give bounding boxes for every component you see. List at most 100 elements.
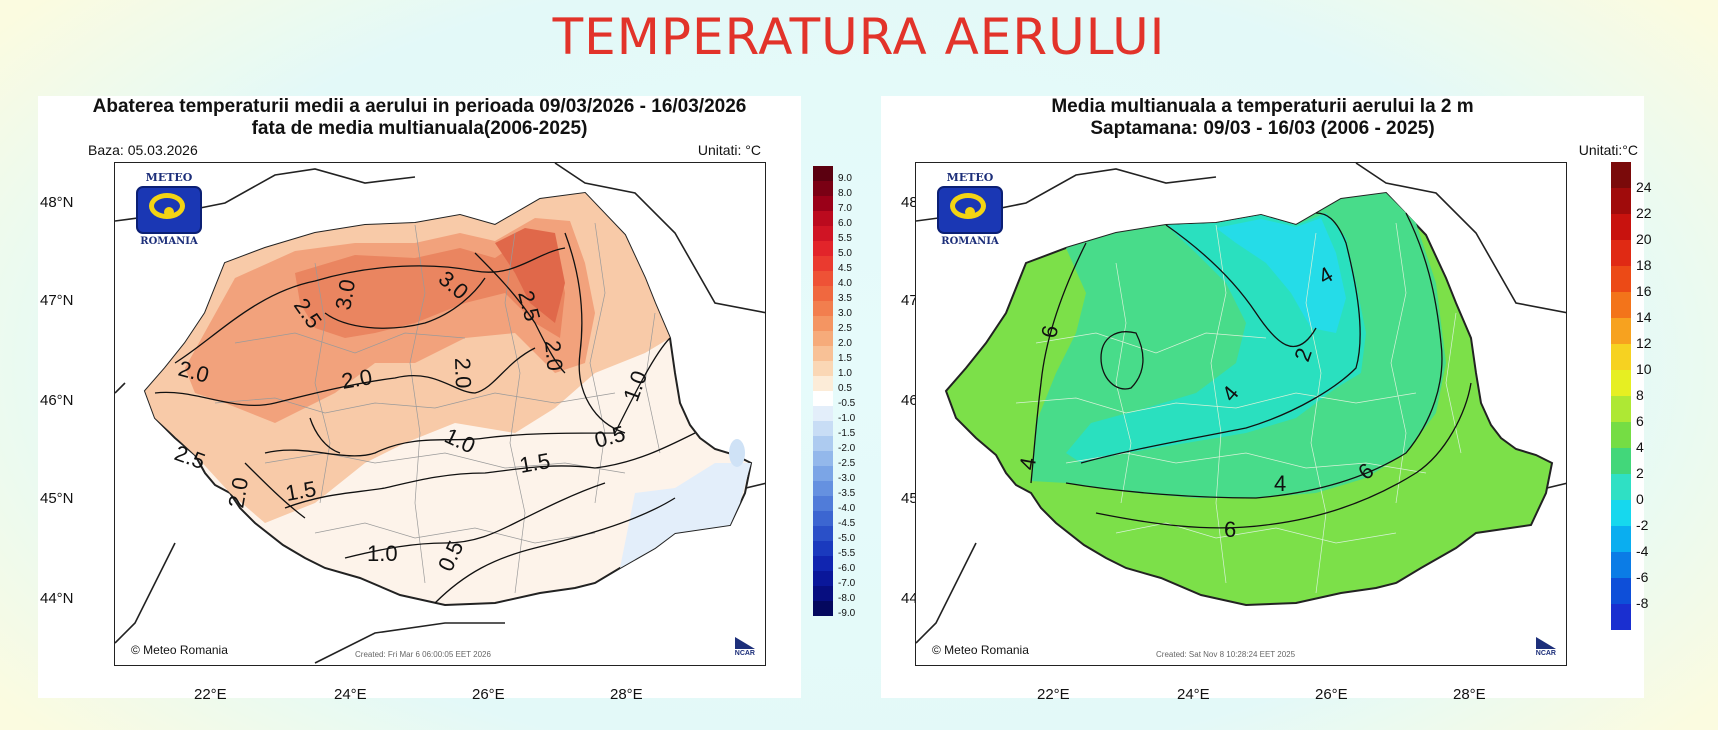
contour-label: 2.0: [540, 339, 568, 372]
legend-swatch: [1611, 396, 1631, 422]
lon-label: 24°E: [334, 686, 367, 703]
legend-swatch: [813, 256, 833, 271]
legend-value: -2.0: [838, 443, 856, 454]
ncar-logo: NCAR: [1536, 637, 1556, 657]
units-label: Unitati:°C: [1578, 142, 1638, 158]
legend-value: -6: [1636, 569, 1649, 585]
lat-label: 46°N: [40, 392, 74, 409]
anomaly-map-title-line2: fata de media multianuala(2006-2025): [251, 118, 588, 139]
legend-swatch: [813, 226, 833, 241]
legend-swatch: [813, 466, 833, 481]
meteo-romania-logo: METEO ROMANIA: [129, 171, 209, 247]
legend-value: -0.5: [838, 398, 856, 409]
legend-swatch: [1611, 344, 1631, 370]
legend-value: 0.5: [838, 383, 852, 394]
legend-value: -8: [1636, 595, 1649, 611]
legend-value: -5.5: [838, 548, 856, 559]
lon-label: 28°E: [1453, 686, 1486, 703]
legend-value: -1.0: [838, 413, 856, 424]
legend-value: 20: [1636, 231, 1652, 247]
legend-swatch: [813, 316, 833, 331]
legend-swatch: [813, 601, 833, 616]
logo-emblem-icon: [937, 186, 1003, 234]
legend-swatch: [813, 496, 833, 511]
lat-label: 47°N: [40, 292, 74, 309]
legend-swatch: [813, 346, 833, 361]
legend-swatch: [813, 586, 833, 601]
legend-value: -9.0: [838, 608, 856, 619]
legend-value: -3.5: [838, 488, 856, 499]
legend-swatch: [1611, 240, 1631, 266]
legend-value: 2.0: [838, 338, 852, 349]
legend-swatch: [813, 301, 833, 316]
legend-swatch: [1611, 526, 1631, 552]
slide-title: TEMPERATURA AERULUI: [552, 8, 1166, 66]
contour-label: 2.0: [340, 364, 374, 394]
copyright-text: © Meteo Romania: [932, 643, 1029, 657]
logo-emblem-icon: [136, 186, 202, 234]
legend-swatch: [813, 406, 833, 421]
lon-label: 26°E: [472, 686, 505, 703]
legend-swatch: [813, 361, 833, 376]
legend-value: -6.0: [838, 563, 856, 574]
legend-value: 6: [1636, 413, 1644, 429]
legend-value: -8.0: [838, 593, 856, 604]
legend-value: -4: [1636, 543, 1649, 559]
legend-value: 1.0: [838, 368, 852, 379]
created-timestamp: Created: Fri Mar 6 06:00:05 EET 2026: [355, 650, 491, 659]
legend-value: 4: [1636, 439, 1644, 455]
legend-value: 5.0: [838, 248, 852, 259]
contour-label: 4: [1274, 471, 1286, 496]
ncar-logo: NCAR: [735, 637, 755, 657]
contour-label: 1.5: [284, 476, 318, 506]
climatology-map-panel: Media multianuala a temperaturii aerului…: [881, 96, 1652, 703]
contour-label: 2.0: [223, 475, 253, 509]
legend-value: 4.5: [838, 263, 852, 274]
anomaly-map-panel: Abaterea temperaturii medii a aerului in…: [38, 96, 855, 703]
legend-value: -7.0: [838, 578, 856, 589]
lat-label: 48°N: [40, 194, 74, 211]
legend-value: 12: [1636, 335, 1652, 351]
legend-value: -4.5: [838, 518, 856, 529]
legend-value: 16: [1636, 283, 1652, 299]
legend-swatch: [813, 511, 833, 526]
climatology-map-title-line1: Media multianuala a temperaturii aerului…: [1051, 96, 1474, 117]
legend-swatch: [813, 421, 833, 436]
legend-swatch: [1611, 578, 1631, 604]
legend-swatch: [813, 541, 833, 556]
legend-value: 3.5: [838, 293, 852, 304]
legend-value: 7.0: [838, 203, 852, 214]
legend-swatch: [1611, 188, 1631, 214]
legend-swatch: [813, 211, 833, 226]
legend-swatch: [1611, 292, 1631, 318]
legend-swatch: [813, 286, 833, 301]
meteo-romania-logo: METEO ROMANIA: [930, 171, 1010, 247]
legend-swatch: [813, 181, 833, 196]
legend-value: -3.0: [838, 473, 856, 484]
legend-swatch: [1611, 422, 1631, 448]
climatology-map-title-line2: Saptamana: 09/03 - 16/03 (2006 - 2025): [1090, 118, 1435, 139]
legend-value: 8.0: [838, 188, 852, 199]
legend-swatch: [813, 436, 833, 451]
legend-value: 8: [1636, 387, 1644, 403]
anomaly-map-title-line1: Abaterea temperaturii medii a aerului in…: [92, 96, 747, 117]
legend-value: 5.5: [838, 233, 852, 244]
legend-swatch: [813, 391, 833, 406]
legend-value: 4.0: [838, 278, 852, 289]
legend-swatch: [1611, 162, 1631, 188]
lon-label: 22°E: [1037, 686, 1070, 703]
legend-swatch: [813, 241, 833, 256]
legend-value: 14: [1636, 309, 1652, 325]
legend-swatch: [1611, 448, 1631, 474]
contour-label: 1.5: [518, 448, 552, 478]
legend-swatch: [813, 451, 833, 466]
legend-swatch: [813, 556, 833, 571]
legend-swatch: [1611, 474, 1631, 500]
legend-value: -4.0: [838, 503, 856, 514]
legend-swatch: [1611, 604, 1631, 630]
legend-value: 6.0: [838, 218, 852, 229]
legend-swatch: [813, 271, 833, 286]
legend-swatch: [1611, 318, 1631, 344]
lon-label: 24°E: [1177, 686, 1210, 703]
legend-value: 18: [1636, 257, 1652, 273]
